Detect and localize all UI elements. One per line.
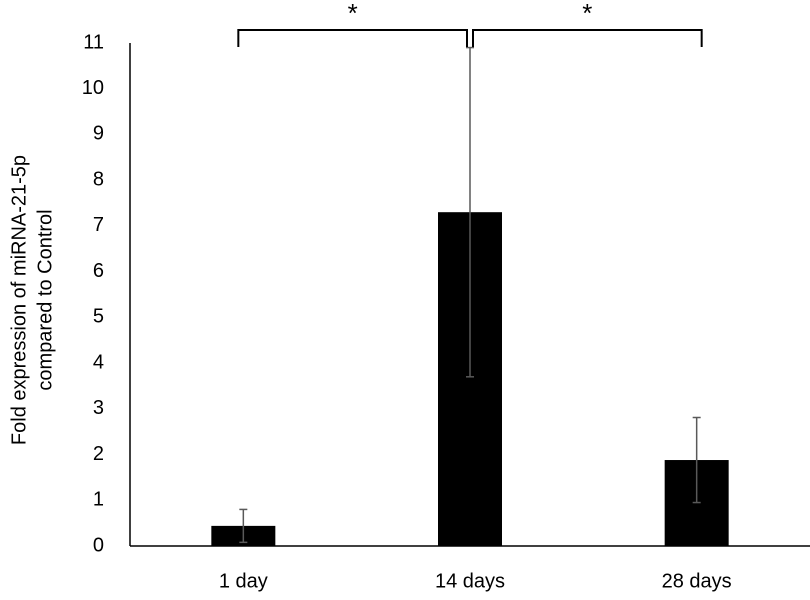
x-tick-label: 14 days bbox=[435, 570, 505, 592]
significance-bracket bbox=[237, 29, 468, 47]
y-axis-title-line: Fold expression of miRNA-21-5p bbox=[8, 155, 30, 445]
y-tick-label: 11 bbox=[83, 31, 104, 53]
x-tick-label: 28 days bbox=[662, 570, 732, 592]
y-tick-label: 7 bbox=[93, 214, 104, 236]
y-tick-label: 3 bbox=[93, 397, 104, 419]
y-tick-label: 10 bbox=[82, 77, 104, 99]
y-tick-label: 8 bbox=[93, 168, 104, 190]
y-tick-label: 2 bbox=[93, 443, 104, 465]
x-tick-label: 1 day bbox=[219, 570, 268, 592]
significance-bracket bbox=[472, 29, 703, 47]
y-tick-label: 1 bbox=[93, 489, 104, 511]
y-axis-title-line: compared to Control bbox=[34, 209, 56, 390]
y-tick-label: 0 bbox=[93, 534, 104, 556]
y-tick-label: 6 bbox=[93, 260, 104, 282]
y-tick-label: 9 bbox=[93, 123, 104, 145]
y-tick-label: 5 bbox=[93, 306, 104, 328]
significance-label: * bbox=[348, 0, 358, 28]
y-tick-label: 4 bbox=[93, 351, 104, 373]
significance-label: * bbox=[582, 0, 592, 28]
